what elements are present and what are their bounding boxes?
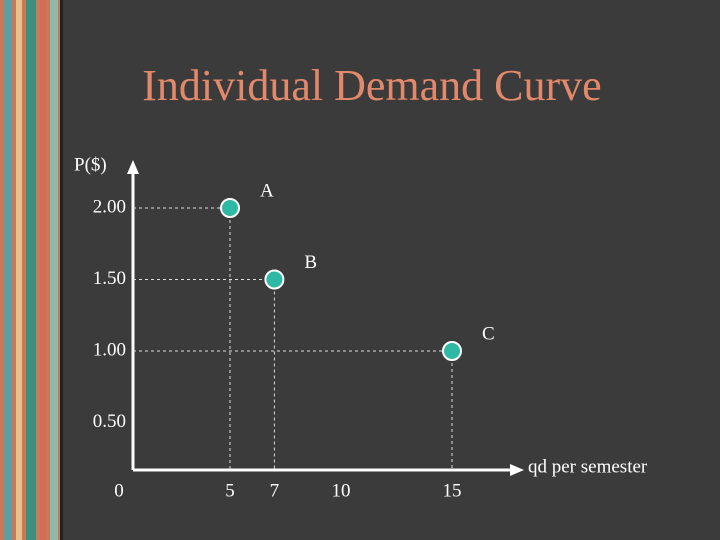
point <box>220 198 240 218</box>
point <box>442 341 462 361</box>
y-tick-label: 0.50 <box>93 411 126 432</box>
point <box>264 269 285 290</box>
x-axis-arrow <box>510 464 524 476</box>
point-label: A <box>260 180 274 201</box>
x-tick-label: 10 <box>332 480 351 501</box>
decorative-stripe <box>0 0 63 540</box>
y-axis-label: P($) <box>74 154 107 175</box>
chart-title: Individual Demand Curve <box>142 61 601 110</box>
point-label: B <box>304 252 317 273</box>
x-axis-label: qd per semester <box>528 456 648 477</box>
y-tick-label: 1.00 <box>93 339 126 360</box>
x-tick-label: 5 <box>225 480 235 501</box>
x-tick-label: 15 <box>443 480 462 501</box>
x-tick-label: 7 <box>270 480 280 501</box>
x-tick-label: 0 <box>114 480 124 501</box>
point-label: C <box>482 323 495 344</box>
y-axis-arrow <box>127 160 139 174</box>
y-tick-label: 2.00 <box>93 196 126 217</box>
y-tick-label: 1.50 <box>93 268 126 289</box>
